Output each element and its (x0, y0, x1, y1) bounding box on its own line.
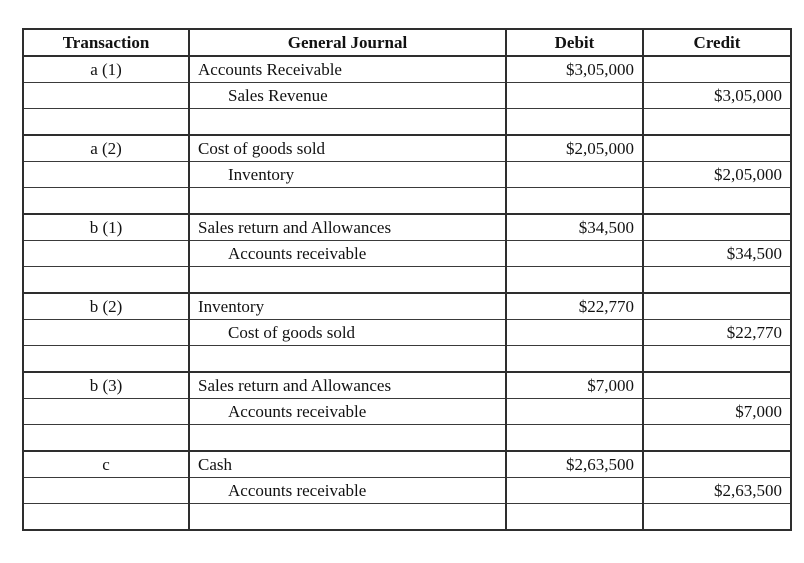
account-cell: Sales return and Allowances (188, 213, 507, 241)
account-cell: Cash (188, 450, 507, 478)
transaction-cell: a (2) (22, 134, 190, 162)
journal-entry-row: Sales Revenue $3,05,000 (22, 82, 792, 109)
journal-entry-row: b (1) Sales return and Allowances $34,500 (22, 213, 792, 241)
blank-row (22, 424, 792, 452)
credit-cell (642, 450, 792, 478)
blank-row (22, 345, 792, 373)
account-cell: Inventory (188, 292, 507, 320)
credit-cell (642, 424, 792, 452)
journal-entry-row: Accounts receivable $34,500 (22, 240, 792, 267)
credit-cell: $2,63,500 (642, 477, 792, 504)
transaction-cell (22, 319, 190, 346)
transaction-cell: a (1) (22, 55, 190, 83)
account-cell: Sales Revenue (188, 82, 507, 109)
account-cell: Accounts receivable (188, 398, 507, 425)
transaction-cell: c (22, 450, 190, 478)
transaction-cell (22, 108, 190, 136)
credit-cell: $34,500 (642, 240, 792, 267)
blank-row (22, 503, 792, 531)
debit-cell: $7,000 (505, 371, 644, 399)
credit-cell: $7,000 (642, 398, 792, 425)
credit-cell (642, 108, 792, 136)
debit-cell (505, 424, 644, 452)
transaction-cell (22, 345, 190, 373)
account-cell (188, 187, 507, 215)
debit-cell (505, 161, 644, 188)
transaction-cell: b (3) (22, 371, 190, 399)
blank-row (22, 266, 792, 294)
transaction-cell (22, 240, 190, 267)
debit-cell (505, 345, 644, 373)
debit-cell (505, 82, 644, 109)
journal-entry-row: Cost of goods sold $22,770 (22, 319, 792, 346)
debit-cell (505, 108, 644, 136)
header-transaction: Transaction (22, 28, 190, 57)
account-cell (188, 424, 507, 452)
account-cell: Cost of goods sold (188, 319, 507, 346)
account-cell (188, 503, 507, 531)
debit-cell: $2,63,500 (505, 450, 644, 478)
transaction-cell: b (1) (22, 213, 190, 241)
journal-entry-row: a (1) Accounts Receivable $3,05,000 (22, 55, 792, 83)
transaction-cell: b (2) (22, 292, 190, 320)
transaction-cell (22, 398, 190, 425)
header-general-journal: General Journal (188, 28, 507, 57)
debit-cell: $2,05,000 (505, 134, 644, 162)
journal-entry-row: Accounts receivable $7,000 (22, 398, 792, 425)
debit-cell (505, 187, 644, 215)
credit-cell: $22,770 (642, 319, 792, 346)
account-cell (188, 266, 507, 294)
account-cell (188, 345, 507, 373)
transaction-cell (22, 477, 190, 504)
transaction-cell (22, 503, 190, 531)
credit-cell (642, 213, 792, 241)
header-row: Transaction General Journal Debit Credit (22, 28, 792, 57)
header-credit: Credit (642, 28, 792, 57)
journal-entry-row: b (2) Inventory $22,770 (22, 292, 792, 320)
journal-entry-row: Accounts receivable $2,63,500 (22, 477, 792, 504)
debit-cell (505, 398, 644, 425)
account-cell: Sales return and Allowances (188, 371, 507, 399)
journal-table-body: a (1) Accounts Receivable $3,05,000 Sales R… (22, 55, 792, 531)
credit-cell (642, 55, 792, 83)
blank-row (22, 187, 792, 215)
debit-cell: $22,770 (505, 292, 644, 320)
credit-cell (642, 266, 792, 294)
account-cell (188, 108, 507, 136)
transaction-cell (22, 266, 190, 294)
transaction-cell (22, 424, 190, 452)
account-cell: Inventory (188, 161, 507, 188)
credit-cell: $3,05,000 (642, 82, 792, 109)
journal-entry-row: c Cash $2,63,500 (22, 450, 792, 478)
transaction-cell (22, 187, 190, 215)
transaction-cell (22, 161, 190, 188)
debit-cell (505, 266, 644, 294)
account-cell: Cost of goods sold (188, 134, 507, 162)
credit-cell (642, 292, 792, 320)
debit-cell: $34,500 (505, 213, 644, 241)
header-debit: Debit (505, 28, 644, 57)
debit-cell (505, 503, 644, 531)
account-cell: Accounts Receivable (188, 55, 507, 83)
debit-cell: $3,05,000 (505, 55, 644, 83)
journal-entry-row: a (2) Cost of goods sold $2,05,000 (22, 134, 792, 162)
general-journal-table: Transaction General Journal Debit Credit… (22, 28, 792, 531)
account-cell: Accounts receivable (188, 240, 507, 267)
transaction-cell (22, 82, 190, 109)
credit-cell (642, 134, 792, 162)
credit-cell (642, 503, 792, 531)
debit-cell (505, 477, 644, 504)
blank-row (22, 108, 792, 136)
credit-cell (642, 371, 792, 399)
credit-cell (642, 187, 792, 215)
credit-cell (642, 345, 792, 373)
account-cell: Accounts receivable (188, 477, 507, 504)
debit-cell (505, 240, 644, 267)
debit-cell (505, 319, 644, 346)
journal-entry-row: Inventory $2,05,000 (22, 161, 792, 188)
journal-entry-row: b (3) Sales return and Allowances $7,000 (22, 371, 792, 399)
credit-cell: $2,05,000 (642, 161, 792, 188)
